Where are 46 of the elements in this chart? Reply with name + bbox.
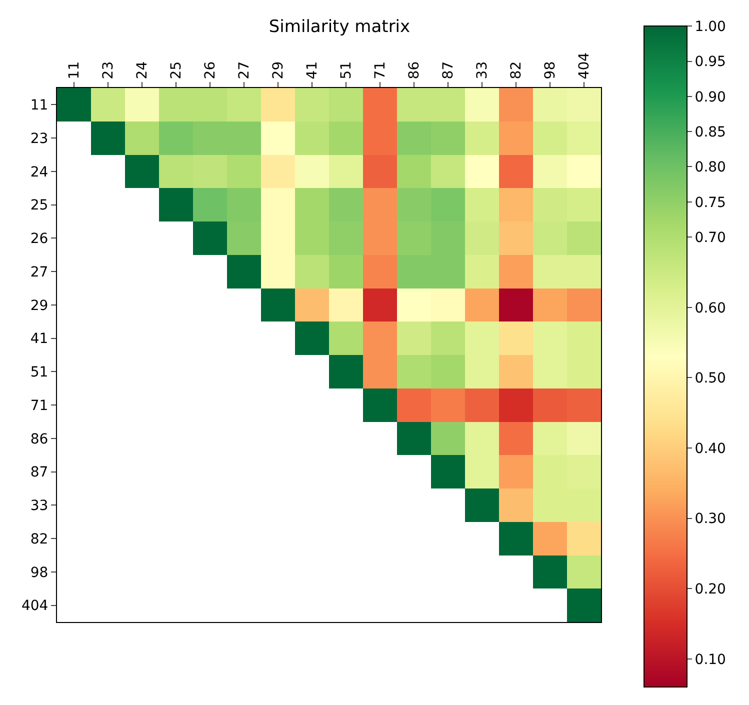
- x-tick-label: 29: [270, 61, 287, 80]
- color-bar-label: 0.10: [694, 652, 726, 668]
- y-tick-label: 51: [30, 364, 48, 381]
- color-bar-label: 0.90: [694, 89, 726, 106]
- color-bar-label: 0.70: [694, 230, 726, 246]
- x-tick-label: 24: [134, 61, 151, 80]
- x-tick-label: 33: [474, 61, 491, 80]
- x-tick-label: 82: [508, 61, 525, 80]
- y-tick-label: 86: [30, 431, 48, 448]
- y-tick-label: 29: [30, 298, 48, 314]
- x-tick-label: 98: [542, 61, 559, 80]
- y-tick-label: 23: [30, 130, 48, 147]
- y-tick-label: 24: [30, 164, 48, 180]
- color-bar-label: 0.80: [694, 160, 726, 176]
- color-bar-label: 0.50: [694, 370, 726, 387]
- x-tick-label: 27: [236, 61, 253, 80]
- y-tick-label: 25: [30, 198, 48, 214]
- color-bar-label: 0.40: [694, 440, 726, 457]
- y-tick-label: 71: [30, 398, 48, 414]
- y-tick-label: 26: [30, 231, 48, 248]
- y-tick-label: 27: [30, 264, 48, 280]
- chart-title: Similarity matrix: [268, 16, 410, 37]
- x-tick-label: 23: [100, 61, 117, 80]
- x-tick-label: 86: [406, 61, 423, 80]
- color-bar-label: 0.95: [694, 54, 726, 70]
- color-bar-label: 1.00: [694, 19, 726, 35]
- y-tick-label: 41: [30, 331, 48, 348]
- x-tick-label: 51: [338, 61, 355, 80]
- color-bar-label: 0.30: [694, 511, 726, 528]
- x-tick-label: 87: [440, 61, 457, 80]
- y-tick-label: 11: [30, 98, 48, 114]
- color-bar-label: 0.85: [694, 124, 726, 140]
- y-tick-label: 404: [21, 598, 48, 614]
- color-bar-label: 0.20: [694, 582, 726, 598]
- x-tick-label: 71: [372, 61, 389, 80]
- x-tick-label: 25: [168, 61, 185, 80]
- x-tick-label: 404: [576, 52, 593, 80]
- y-tick-label: 98: [30, 564, 48, 581]
- x-tick-label: 26: [202, 61, 219, 80]
- x-tick-label: 11: [66, 61, 83, 80]
- x-tick-label: 41: [304, 61, 321, 80]
- y-tick-label: 82: [30, 531, 48, 548]
- y-tick-label: 33: [30, 498, 48, 514]
- color-bar-label: 0.60: [694, 300, 726, 316]
- y-tick-label: 87: [30, 464, 48, 481]
- color-bar-label: 0.75: [694, 194, 726, 211]
